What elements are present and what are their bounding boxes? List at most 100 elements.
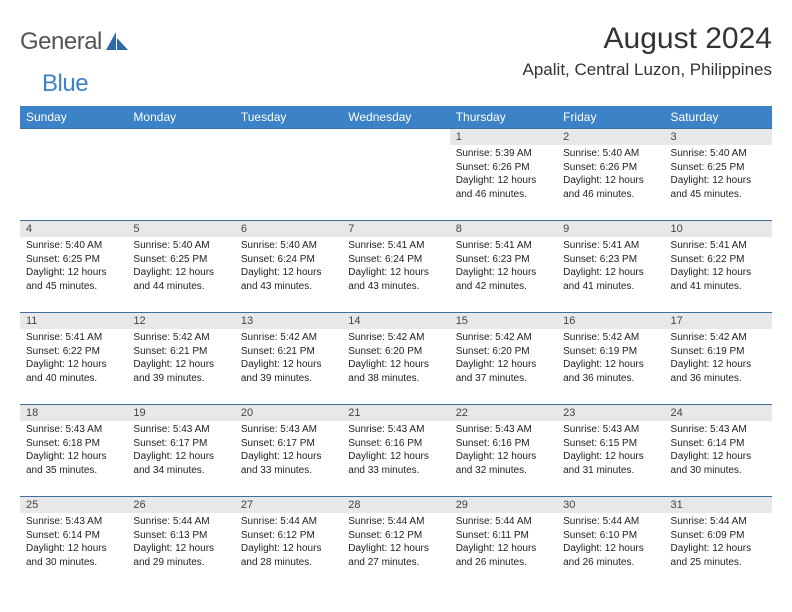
calendar-day-cell: 7Sunrise: 5:41 AMSunset: 6:24 PMDaylight…: [342, 221, 449, 313]
calendar-day-cell: 20Sunrise: 5:43 AMSunset: 6:17 PMDayligh…: [235, 405, 342, 497]
calendar-day-cell: 1Sunrise: 5:39 AMSunset: 6:26 PMDaylight…: [450, 129, 557, 221]
day-details: Sunrise: 5:43 AMSunset: 6:16 PMDaylight:…: [450, 421, 557, 481]
day-number: 28: [342, 497, 449, 513]
day-details: Sunrise: 5:44 AMSunset: 6:10 PMDaylight:…: [557, 513, 664, 573]
day-details: Sunrise: 5:43 AMSunset: 6:17 PMDaylight:…: [127, 421, 234, 481]
day-details: Sunrise: 5:42 AMSunset: 6:21 PMDaylight:…: [235, 329, 342, 389]
calendar-day-cell: ..: [127, 129, 234, 221]
month-title: August 2024: [523, 22, 772, 56]
day-details: Sunrise: 5:39 AMSunset: 6:26 PMDaylight:…: [450, 145, 557, 205]
day-number: 29: [450, 497, 557, 513]
day-number: 27: [235, 497, 342, 513]
calendar-day-cell: 5Sunrise: 5:40 AMSunset: 6:25 PMDaylight…: [127, 221, 234, 313]
day-details: Sunrise: 5:40 AMSunset: 6:24 PMDaylight:…: [235, 237, 342, 297]
calendar-day-cell: 23Sunrise: 5:43 AMSunset: 6:15 PMDayligh…: [557, 405, 664, 497]
location-subtitle: Apalit, Central Luzon, Philippines: [523, 60, 772, 80]
day-details: Sunrise: 5:40 AMSunset: 6:25 PMDaylight:…: [665, 145, 772, 205]
day-details: Sunrise: 5:42 AMSunset: 6:19 PMDaylight:…: [665, 329, 772, 389]
calendar-week-row: 4Sunrise: 5:40 AMSunset: 6:25 PMDaylight…: [20, 221, 772, 313]
day-number: 9: [557, 221, 664, 237]
day-number: 30: [557, 497, 664, 513]
calendar-day-cell: 25Sunrise: 5:43 AMSunset: 6:14 PMDayligh…: [20, 497, 127, 589]
day-number: 26: [127, 497, 234, 513]
day-details: Sunrise: 5:44 AMSunset: 6:12 PMDaylight:…: [235, 513, 342, 573]
day-details: Sunrise: 5:40 AMSunset: 6:26 PMDaylight:…: [557, 145, 664, 205]
calendar-day-cell: 10Sunrise: 5:41 AMSunset: 6:22 PMDayligh…: [665, 221, 772, 313]
day-number: 3: [665, 129, 772, 145]
day-details: Sunrise: 5:44 AMSunset: 6:09 PMDaylight:…: [665, 513, 772, 573]
day-number: 4: [20, 221, 127, 237]
calendar-week-row: 18Sunrise: 5:43 AMSunset: 6:18 PMDayligh…: [20, 405, 772, 497]
brand-word-2: Blue: [42, 70, 88, 98]
day-details: Sunrise: 5:42 AMSunset: 6:20 PMDaylight:…: [342, 329, 449, 389]
day-number: 17: [665, 313, 772, 329]
day-details: Sunrise: 5:41 AMSunset: 6:23 PMDaylight:…: [450, 237, 557, 297]
col-saturday: Saturday: [665, 106, 772, 129]
day-number: 21: [342, 405, 449, 421]
day-number: 15: [450, 313, 557, 329]
calendar-day-cell: 26Sunrise: 5:44 AMSunset: 6:13 PMDayligh…: [127, 497, 234, 589]
day-number: 20: [235, 405, 342, 421]
calendar-day-cell: 22Sunrise: 5:43 AMSunset: 6:16 PMDayligh…: [450, 405, 557, 497]
calendar-day-cell: 11Sunrise: 5:41 AMSunset: 6:22 PMDayligh…: [20, 313, 127, 405]
calendar-day-cell: ..: [342, 129, 449, 221]
day-details: Sunrise: 5:43 AMSunset: 6:15 PMDaylight:…: [557, 421, 664, 481]
logo-sail-icon: [106, 32, 128, 55]
day-number: 11: [20, 313, 127, 329]
day-number: 10: [665, 221, 772, 237]
day-details: Sunrise: 5:43 AMSunset: 6:14 PMDaylight:…: [20, 513, 127, 573]
calendar-week-row: 25Sunrise: 5:43 AMSunset: 6:14 PMDayligh…: [20, 497, 772, 589]
calendar-day-cell: 18Sunrise: 5:43 AMSunset: 6:18 PMDayligh…: [20, 405, 127, 497]
calendar-week-row: ........1Sunrise: 5:39 AMSunset: 6:26 PM…: [20, 129, 772, 221]
title-block: August 2024 Apalit, Central Luzon, Phili…: [523, 22, 772, 80]
day-number: 8: [450, 221, 557, 237]
calendar-day-cell: 16Sunrise: 5:42 AMSunset: 6:19 PMDayligh…: [557, 313, 664, 405]
calendar-day-cell: 27Sunrise: 5:44 AMSunset: 6:12 PMDayligh…: [235, 497, 342, 589]
day-number: 13: [235, 313, 342, 329]
day-details: Sunrise: 5:41 AMSunset: 6:23 PMDaylight:…: [557, 237, 664, 297]
day-number: 16: [557, 313, 664, 329]
day-details: Sunrise: 5:43 AMSunset: 6:17 PMDaylight:…: [235, 421, 342, 481]
day-number: 2: [557, 129, 664, 145]
day-number: 31: [665, 497, 772, 513]
day-details: Sunrise: 5:41 AMSunset: 6:22 PMDaylight:…: [665, 237, 772, 297]
day-number: 23: [557, 405, 664, 421]
day-number: 14: [342, 313, 449, 329]
day-number: 24: [665, 405, 772, 421]
day-number: 12: [127, 313, 234, 329]
calendar-header-row: Sunday Monday Tuesday Wednesday Thursday…: [20, 106, 772, 129]
col-sunday: Sunday: [20, 106, 127, 129]
calendar-body: ........1Sunrise: 5:39 AMSunset: 6:26 PM…: [20, 129, 772, 589]
day-details: Sunrise: 5:40 AMSunset: 6:25 PMDaylight:…: [20, 237, 127, 297]
day-number: 19: [127, 405, 234, 421]
day-details: Sunrise: 5:43 AMSunset: 6:18 PMDaylight:…: [20, 421, 127, 481]
day-number: 22: [450, 405, 557, 421]
day-number: 18: [20, 405, 127, 421]
brand-word-1: General: [20, 28, 102, 56]
calendar-day-cell: 12Sunrise: 5:42 AMSunset: 6:21 PMDayligh…: [127, 313, 234, 405]
calendar-day-cell: 3Sunrise: 5:40 AMSunset: 6:25 PMDaylight…: [665, 129, 772, 221]
day-number: 6: [235, 221, 342, 237]
calendar-day-cell: 31Sunrise: 5:44 AMSunset: 6:09 PMDayligh…: [665, 497, 772, 589]
day-details: Sunrise: 5:40 AMSunset: 6:25 PMDaylight:…: [127, 237, 234, 297]
calendar-day-cell: 8Sunrise: 5:41 AMSunset: 6:23 PMDaylight…: [450, 221, 557, 313]
calendar-week-row: 11Sunrise: 5:41 AMSunset: 6:22 PMDayligh…: [20, 313, 772, 405]
calendar-day-cell: ..: [235, 129, 342, 221]
day-details: Sunrise: 5:42 AMSunset: 6:21 PMDaylight:…: [127, 329, 234, 389]
col-wednesday: Wednesday: [342, 106, 449, 129]
calendar-day-cell: 30Sunrise: 5:44 AMSunset: 6:10 PMDayligh…: [557, 497, 664, 589]
day-details: Sunrise: 5:42 AMSunset: 6:20 PMDaylight:…: [450, 329, 557, 389]
calendar-day-cell: 14Sunrise: 5:42 AMSunset: 6:20 PMDayligh…: [342, 313, 449, 405]
day-details: Sunrise: 5:43 AMSunset: 6:16 PMDaylight:…: [342, 421, 449, 481]
col-thursday: Thursday: [450, 106, 557, 129]
day-number: 1: [450, 129, 557, 145]
calendar-day-cell: 29Sunrise: 5:44 AMSunset: 6:11 PMDayligh…: [450, 497, 557, 589]
calendar-table: Sunday Monday Tuesday Wednesday Thursday…: [20, 106, 772, 589]
day-details: Sunrise: 5:44 AMSunset: 6:11 PMDaylight:…: [450, 513, 557, 573]
brand-logo: General: [20, 22, 128, 56]
day-number: 25: [20, 497, 127, 513]
calendar-day-cell: 19Sunrise: 5:43 AMSunset: 6:17 PMDayligh…: [127, 405, 234, 497]
calendar-day-cell: 13Sunrise: 5:42 AMSunset: 6:21 PMDayligh…: [235, 313, 342, 405]
calendar-day-cell: 28Sunrise: 5:44 AMSunset: 6:12 PMDayligh…: [342, 497, 449, 589]
calendar-day-cell: 6Sunrise: 5:40 AMSunset: 6:24 PMDaylight…: [235, 221, 342, 313]
